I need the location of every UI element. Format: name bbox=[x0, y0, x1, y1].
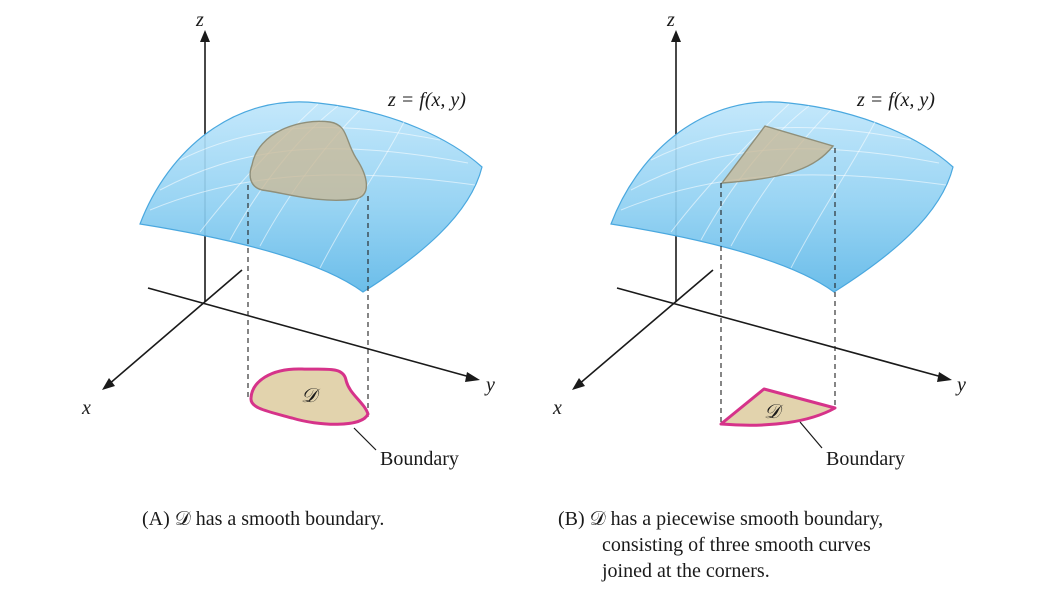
y-axis bbox=[616, 287, 943, 378]
panel-a: z x y z = f(x, y) 𝒟 Boundary bbox=[81, 9, 495, 470]
boundary-label: Boundary bbox=[826, 448, 905, 470]
region-label: 𝒟 bbox=[764, 401, 784, 423]
y-arrowhead bbox=[465, 372, 480, 382]
surface-sheet bbox=[610, 101, 954, 293]
z-arrowhead bbox=[671, 30, 681, 42]
surface bbox=[139, 101, 483, 293]
projection-lines bbox=[247, 185, 369, 418]
region-d bbox=[719, 387, 837, 427]
y-axis-label: y bbox=[484, 374, 495, 396]
surface-label: z = f(x, y) bbox=[387, 89, 466, 111]
z-axis-label: z bbox=[195, 9, 204, 31]
panel-b: z x y z = f(x, y) 𝒟 Boundary bbox=[552, 9, 966, 470]
boundary-leader bbox=[799, 421, 823, 449]
surface-patch bbox=[249, 120, 368, 201]
region-d bbox=[249, 367, 370, 426]
surface bbox=[610, 101, 954, 293]
caption-b-line-2: consisting of three smooth curves bbox=[602, 534, 871, 556]
caption-b-line-3: joined at the corners. bbox=[602, 560, 770, 582]
x-axis-label: x bbox=[552, 397, 562, 419]
surface-label: z = f(x, y) bbox=[856, 89, 935, 111]
y-arrowhead bbox=[937, 372, 952, 382]
z-arrowhead bbox=[200, 30, 210, 42]
projection-lines bbox=[720, 148, 836, 424]
boundary-leader bbox=[353, 427, 377, 451]
region-label: 𝒟 bbox=[301, 385, 321, 407]
surface-patch bbox=[720, 125, 835, 184]
x-axis bbox=[577, 269, 714, 386]
z-axis-label: z bbox=[666, 9, 675, 31]
caption-b-line-1: (B) 𝒟 has a piecewise smooth boundary, bbox=[558, 508, 884, 530]
x-arrowhead bbox=[102, 378, 115, 390]
x-axis bbox=[107, 269, 243, 386]
y-axis bbox=[147, 287, 471, 378]
boundary-label: Boundary bbox=[380, 448, 459, 470]
y-axis-label: y bbox=[955, 374, 966, 396]
caption-a: (A) 𝒟 has a smooth boundary. bbox=[142, 508, 385, 530]
x-arrowhead bbox=[572, 378, 585, 390]
x-axis-label: x bbox=[81, 397, 91, 419]
caption-b: (B) 𝒟 has a piecewise smooth boundary, c… bbox=[558, 506, 883, 584]
